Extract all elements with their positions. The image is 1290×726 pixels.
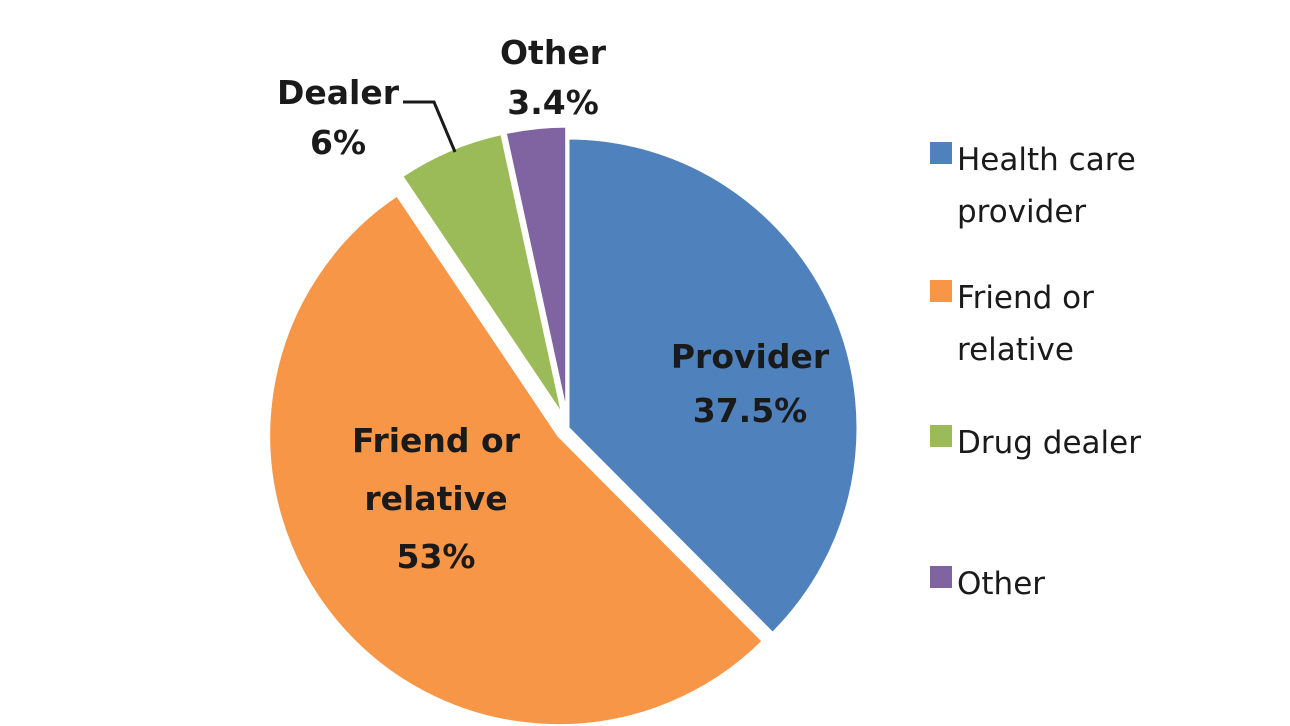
data-label-1: Provider 37.5% — [671, 337, 830, 430]
pie-slice-4 — [503, 124, 569, 417]
legend-label-1: Health care provider — [957, 142, 1136, 230]
pie-slice-1 — [566, 136, 860, 636]
data-label-2: Friend or relative 53% — [352, 421, 521, 576]
legend-swatch-3 — [930, 425, 952, 447]
leader-line-3 — [403, 100, 457, 153]
legend: Health care provider Friend or relative Drug… — [930, 142, 1141, 602]
leader-lines — [403, 100, 457, 153]
legend-swatch-2 — [930, 280, 952, 302]
legend-label-4: Other — [957, 566, 1045, 602]
legend-label-2: Friend or relative — [957, 280, 1094, 368]
legend-swatch-4 — [930, 566, 952, 588]
legend-label-3: Drug dealer — [957, 425, 1141, 461]
pie-slice-3 — [399, 131, 565, 418]
pie-slices — [267, 124, 860, 726]
data-labels: Provider 37.5% Friend or relative 53% Dealer 6… — [277, 33, 830, 576]
data-label-4: Other 3.4% — [500, 33, 607, 122]
data-label-3: Dealer 6% — [277, 73, 400, 162]
legend-swatch-1 — [930, 142, 952, 164]
pie-slice-2 — [267, 192, 766, 726]
